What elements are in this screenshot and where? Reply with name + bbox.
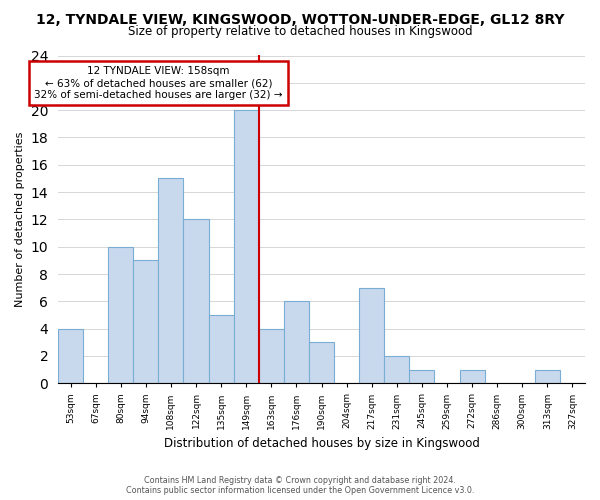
Bar: [284, 302, 309, 384]
Bar: [184, 220, 209, 384]
Bar: [460, 370, 485, 384]
Bar: [233, 110, 259, 384]
Bar: [108, 246, 133, 384]
Text: Contains HM Land Registry data © Crown copyright and database right 2024.
Contai: Contains HM Land Registry data © Crown c…: [126, 476, 474, 495]
Text: 12 TYNDALE VIEW: 158sqm
← 63% of detached houses are smaller (62)
32% of semi-de: 12 TYNDALE VIEW: 158sqm ← 63% of detache…: [34, 66, 283, 100]
Bar: [309, 342, 334, 384]
Bar: [209, 315, 233, 384]
Bar: [384, 356, 409, 384]
Text: Size of property relative to detached houses in Kingswood: Size of property relative to detached ho…: [128, 25, 472, 38]
Bar: [409, 370, 434, 384]
X-axis label: Distribution of detached houses by size in Kingswood: Distribution of detached houses by size …: [164, 437, 479, 450]
Bar: [158, 178, 184, 384]
Y-axis label: Number of detached properties: Number of detached properties: [15, 132, 25, 307]
Bar: [535, 370, 560, 384]
Bar: [133, 260, 158, 384]
Bar: [58, 328, 83, 384]
Text: 12, TYNDALE VIEW, KINGSWOOD, WOTTON-UNDER-EDGE, GL12 8RY: 12, TYNDALE VIEW, KINGSWOOD, WOTTON-UNDE…: [36, 12, 564, 26]
Bar: [359, 288, 384, 384]
Bar: [259, 328, 284, 384]
